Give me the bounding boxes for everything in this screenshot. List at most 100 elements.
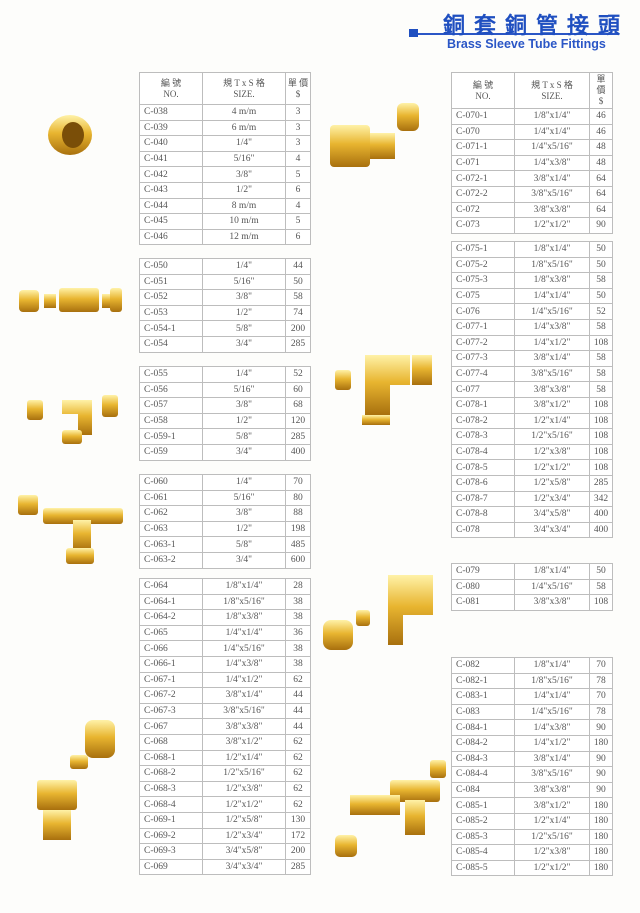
item-number: C-065 xyxy=(139,624,203,642)
item-price: 108 xyxy=(589,443,613,461)
item-number: C-071-1 xyxy=(451,139,515,156)
item-number: C-039 xyxy=(139,119,203,137)
table-row: C-059-1 5/8" 285 xyxy=(139,428,311,445)
table-row: C-067-2 3/8"x1/4" 44 xyxy=(139,687,311,704)
item-price: 38 xyxy=(285,655,311,673)
item-size: 3/8"x5/16" xyxy=(514,766,590,783)
item-price: 70 xyxy=(285,474,311,491)
item-price: 58 xyxy=(589,350,613,367)
item-price: 180 xyxy=(589,734,613,752)
item-size: 5/16" xyxy=(202,150,286,168)
item-price: 90 xyxy=(589,766,613,783)
item-number: C-051 xyxy=(139,273,203,291)
item-size: 3/8"x1/2" xyxy=(514,797,590,814)
item-size: 1/4"x5/16" xyxy=(514,703,590,721)
table-header: 編 號 NO. 規 T x S 格 SIZE. 單 價 $ xyxy=(451,72,613,109)
item-size: 1/4"x3/8" xyxy=(202,655,286,673)
item-price: 58 xyxy=(589,381,613,398)
price-table-elbow-unions: C-055 1/4" 52 C-056 5/16" 60 C-057 3/8" 68 C-058 1… xyxy=(139,366,311,461)
item-number: C-046 xyxy=(139,228,203,246)
item-size: 3/8"x1/2" xyxy=(202,733,286,751)
item-price: 48 xyxy=(589,154,613,172)
item-size: 1/8"x1/4" xyxy=(202,578,286,595)
table-row: C-085-4 1/2"x3/8" 180 xyxy=(451,844,613,861)
item-number: C-067-3 xyxy=(139,702,203,720)
table-row: C-045 10 m/m 5 xyxy=(139,213,311,230)
table-row: C-078-3 1/2"x5/16" 108 xyxy=(451,428,613,445)
item-number: C-077-4 xyxy=(451,365,515,383)
item-number: C-077 xyxy=(451,381,515,398)
table-row: C-077-1 1/4"x3/8" 58 xyxy=(451,318,613,336)
table-row: C-081 3/8"x3/8" 108 xyxy=(451,594,613,611)
item-size: 1/4"x1/4" xyxy=(514,287,590,305)
item-price: 180 xyxy=(589,797,613,814)
item-price: 68 xyxy=(285,397,311,414)
item-size: 3/8"x1/4" xyxy=(202,687,286,704)
header-no-en: NO. xyxy=(163,88,179,99)
table-row: C-078-8 3/4"x5/8" 400 xyxy=(451,506,613,523)
item-number: C-067 xyxy=(139,718,203,735)
table-row: C-050 1/4" 44 xyxy=(139,258,311,275)
item-price: 3 xyxy=(285,104,311,121)
table-row: C-077-4 3/8"x5/16" 58 xyxy=(451,365,613,383)
item-number: C-073 xyxy=(451,217,515,234)
item-price: 58 xyxy=(285,289,311,306)
item-price: 600 xyxy=(285,551,311,569)
item-number: C-059-1 xyxy=(139,428,203,445)
item-size: 1/2"x3/8" xyxy=(202,780,286,798)
item-price: 108 xyxy=(589,459,613,476)
item-size: 1/2"x1/4" xyxy=(514,412,590,430)
table-row: C-078 3/4"x3/4" 400 xyxy=(451,521,613,539)
item-price: 70 xyxy=(589,688,613,705)
item-size: 1/4"x1/2" xyxy=(202,671,286,689)
item-price: 180 xyxy=(589,812,613,830)
item-price: 400 xyxy=(589,506,613,523)
item-size: 3/4"x5/8" xyxy=(202,843,286,860)
item-size: 5/16" xyxy=(202,381,286,399)
table-row: C-084-4 3/8"x5/16" 90 xyxy=(451,766,613,783)
table-row: C-039 6 m/m 3 xyxy=(139,119,311,137)
item-price: 52 xyxy=(589,303,613,320)
item-size: 1/2"x3/8" xyxy=(514,443,590,461)
item-size: 3/4" xyxy=(202,443,286,461)
item-price: 64 xyxy=(589,170,613,187)
item-price: 6 xyxy=(285,181,311,199)
item-number: C-078-6 xyxy=(451,474,515,492)
item-size: 3/8"x1/4" xyxy=(514,170,590,187)
table-row: C-068-1 1/2"x1/4" 62 xyxy=(139,749,311,767)
table-row: C-083 1/4"x5/16" 78 xyxy=(451,703,613,721)
item-price: 62 xyxy=(285,765,311,782)
table-row: C-062 3/8" 88 xyxy=(139,505,311,522)
item-number: C-077-2 xyxy=(451,334,515,352)
item-price: 198 xyxy=(285,520,311,538)
table-row: C-078-1 3/8"x1/2" 108 xyxy=(451,396,613,414)
table-row: C-054 3/4" 285 xyxy=(139,335,311,353)
item-size: 1/8"x5/16" xyxy=(514,672,590,690)
table-row: C-059 3/4" 400 xyxy=(139,443,311,461)
item-number: C-058 xyxy=(139,412,203,430)
header-size: 規 T x S 格 SIZE. xyxy=(202,72,286,105)
table-row: C-078-7 1/2"x3/4" 342 xyxy=(451,490,613,508)
item-price: 3 xyxy=(285,135,311,152)
item-size: 3/4"x3/4" xyxy=(514,521,590,539)
item-size: 8 m/m xyxy=(202,197,286,215)
header-size-en: SIZE. xyxy=(233,88,255,99)
item-price: 44 xyxy=(285,702,311,720)
item-price: 60 xyxy=(285,381,311,399)
header-price-cn: 單 價 xyxy=(287,77,309,88)
item-size: 1/4" xyxy=(202,258,286,275)
item-number: C-043 xyxy=(139,181,203,199)
item-number: C-085-3 xyxy=(451,828,515,846)
item-size: 3/4"x5/8" xyxy=(514,506,590,523)
item-number: C-075 xyxy=(451,287,515,305)
table-header: 編 號 NO. 規 T x S 格 SIZE. 單 價 $ xyxy=(139,72,311,105)
item-price: 52 xyxy=(285,366,311,383)
item-price: 90 xyxy=(589,781,613,799)
header-no-cn: 編 號 xyxy=(472,79,494,90)
table-row: C-084-1 1/4"x3/8" 90 xyxy=(451,719,613,736)
header-no: 編 號 NO. xyxy=(451,72,515,109)
table-row: C-072 3/8"x3/8" 64 xyxy=(451,201,613,219)
table-row: C-046 12 m/m 6 xyxy=(139,228,311,246)
table-row: C-066-1 1/4"x3/8" 38 xyxy=(139,655,311,673)
item-size: 1/4"x1/4" xyxy=(514,688,590,705)
